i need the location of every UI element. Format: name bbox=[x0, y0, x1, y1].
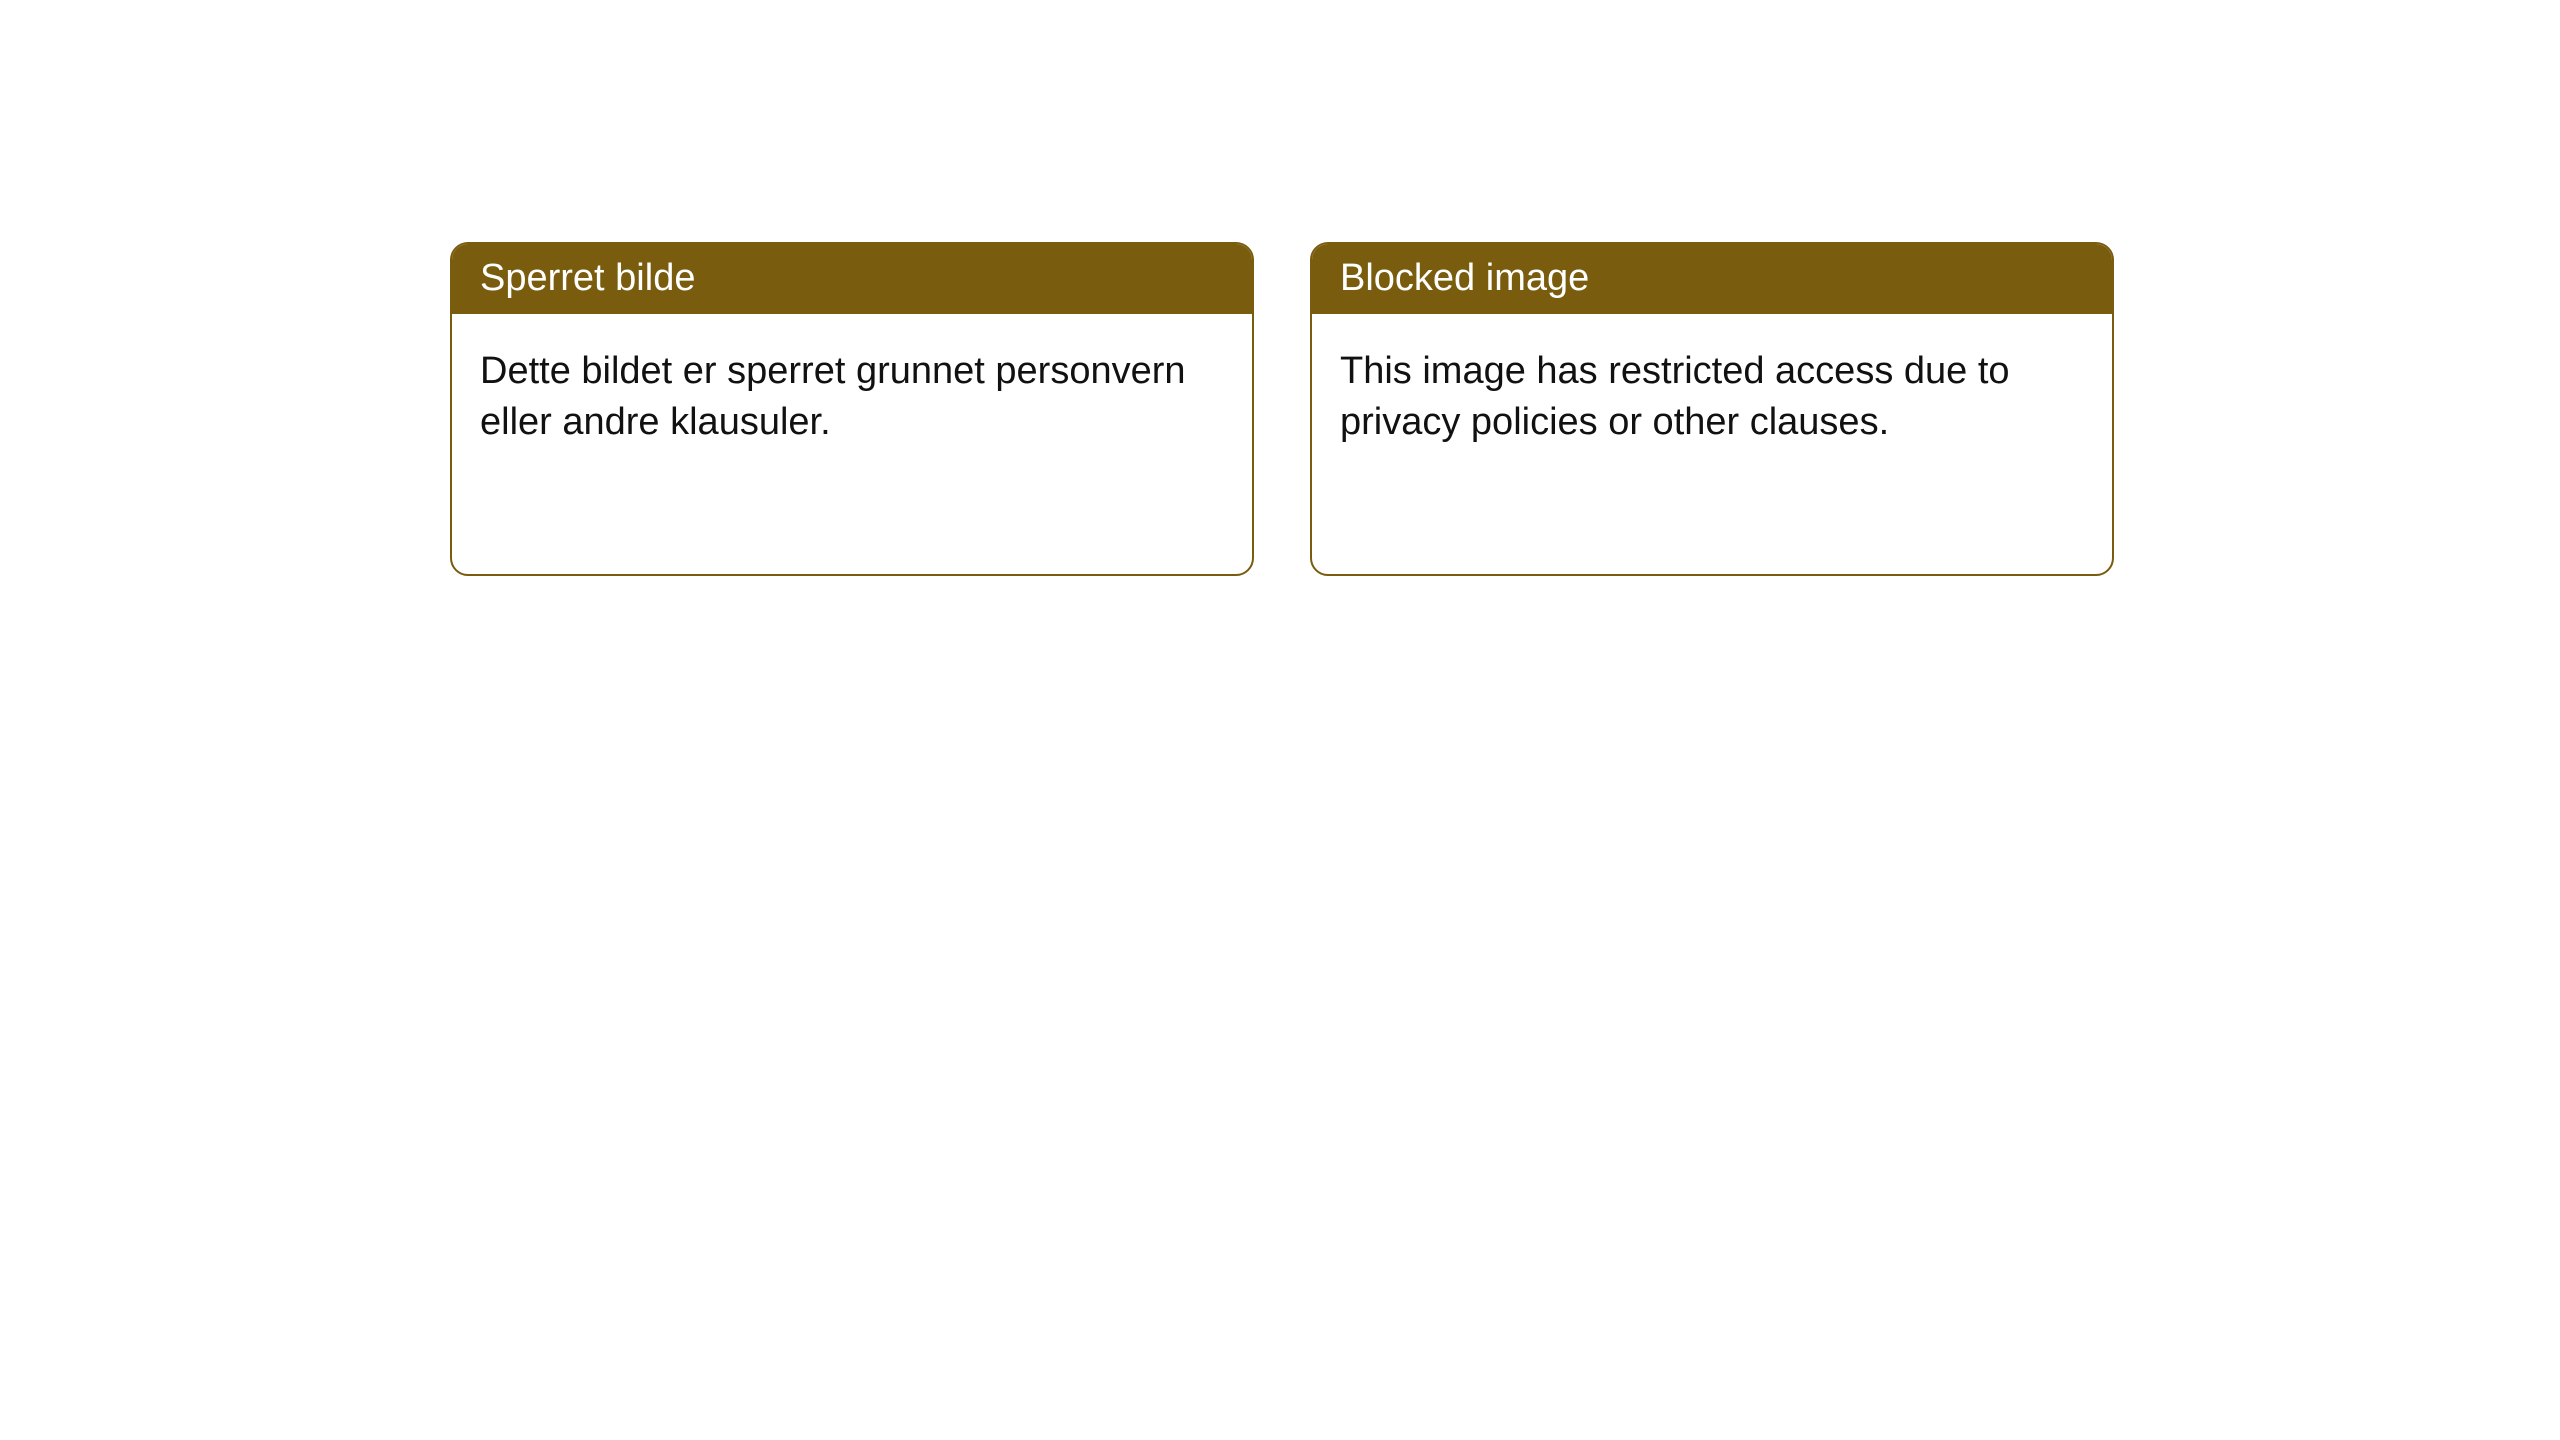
card-title-norwegian: Sperret bilde bbox=[480, 257, 695, 299]
card-title-english: Blocked image bbox=[1340, 257, 1589, 299]
notice-cards-container: Sperret bilde Dette bildet er sperret gr… bbox=[450, 242, 2114, 576]
card-text-norwegian: Dette bildet er sperret grunnet personve… bbox=[480, 350, 1186, 443]
card-text-english: This image has restricted access due to … bbox=[1340, 350, 2010, 443]
card-header-english: Blocked image bbox=[1312, 244, 2112, 314]
notice-card-english: Blocked image This image has restricted … bbox=[1310, 242, 2114, 576]
notice-card-norwegian: Sperret bilde Dette bildet er sperret gr… bbox=[450, 242, 1254, 576]
card-header-norwegian: Sperret bilde bbox=[452, 244, 1252, 314]
card-body-norwegian: Dette bildet er sperret grunnet personve… bbox=[452, 314, 1252, 481]
card-body-english: This image has restricted access due to … bbox=[1312, 314, 2112, 481]
